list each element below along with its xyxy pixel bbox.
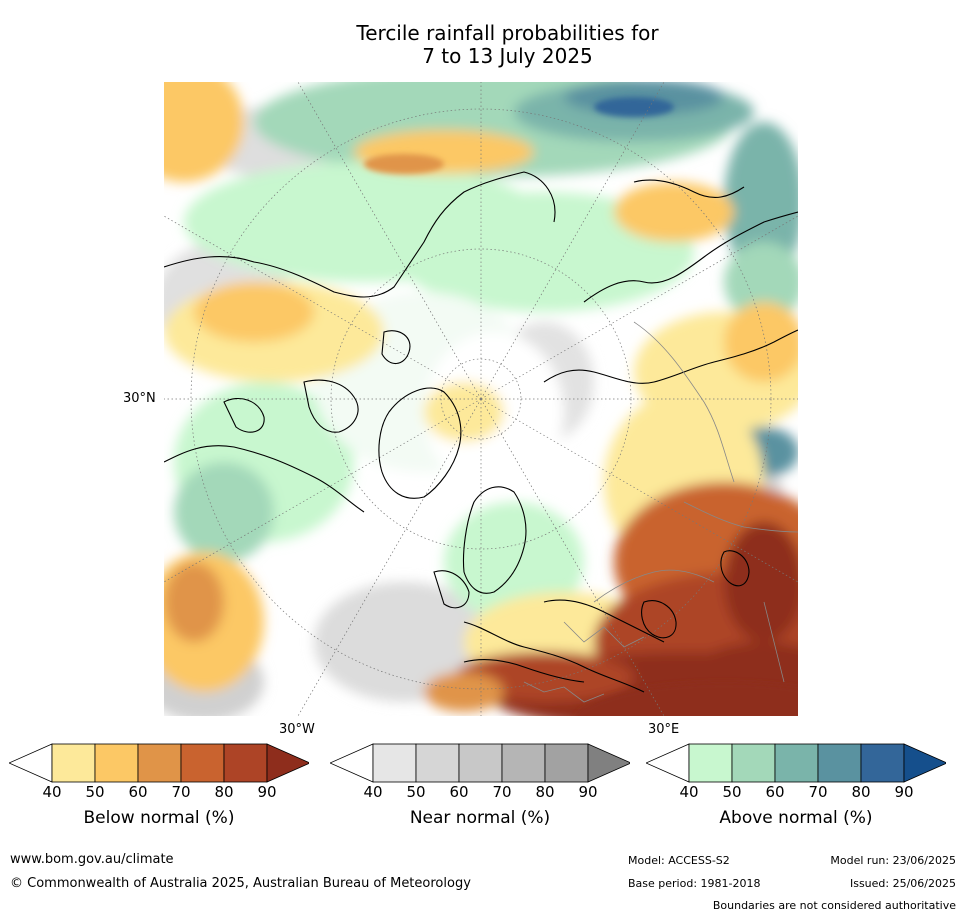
colorbar-tick-label: 40 <box>42 783 62 801</box>
colorbar-max-triangle <box>903 743 946 783</box>
colorbar-tick-label: 60 <box>128 783 148 801</box>
footer-disclaimer: Boundaries are not considered authoritat… <box>712 899 956 912</box>
colorbar-segment <box>501 743 546 783</box>
colorbar-below-ticks: 40 50 60 70 80 90 <box>9 783 309 803</box>
colorbar-tick-label: 50 <box>85 783 105 801</box>
colorbar-segment <box>372 743 417 783</box>
colorbar-min-triangle <box>646 743 690 783</box>
coastlines <box>164 171 798 693</box>
colorbar-segment <box>415 743 460 783</box>
colorbar-max-triangle <box>587 743 630 783</box>
colorbar-segment <box>731 743 776 783</box>
colorbar-segment <box>137 743 182 783</box>
colorbar-above-ticks: 40 50 60 70 80 90 <box>646 783 946 803</box>
colorbar-above-label: Above normal (%) <box>719 808 873 828</box>
colorbar-segment <box>544 743 589 783</box>
colorbar-tick-label: 90 <box>894 783 914 801</box>
colorbar-max-triangle <box>266 743 309 783</box>
colorbar-tick-label: 40 <box>679 783 699 801</box>
footer-model-run: Model run: 23/06/2025 <box>830 854 956 867</box>
colorbar-segment <box>774 743 819 783</box>
colorbar-segment <box>94 743 139 783</box>
colorbar-near-ticks: 40 50 60 70 80 90 <box>330 783 630 803</box>
chart-title: Tercile rainfall probabilities for 7 to … <box>0 22 965 68</box>
colorbar-tick-label: 70 <box>808 783 828 801</box>
colorbar-below-normal <box>9 743 309 783</box>
country-boundaries <box>523 321 798 703</box>
colorbar-segment <box>180 743 225 783</box>
colorbar-segment <box>51 743 96 783</box>
colorbar-segment <box>817 743 862 783</box>
colorbar-min-triangle <box>9 743 53 783</box>
title-line-2: 7 to 13 July 2025 <box>422 44 593 68</box>
colorbar-tick-label: 80 <box>535 783 555 801</box>
graticule <box>164 82 798 716</box>
colorbar-tick-label: 90 <box>578 783 598 801</box>
colorbar-tick-label: 70 <box>171 783 191 801</box>
colorbar-tick-label: 80 <box>851 783 871 801</box>
footer-copyright: © Commonwealth of Australia 2025, Austra… <box>10 876 471 891</box>
colorbar-tick-label: 60 <box>765 783 785 801</box>
lat-label-30n: 30°N <box>123 391 156 406</box>
colorbar-below-label: Below normal (%) <box>83 808 235 828</box>
colorbar-tick-label: 90 <box>257 783 277 801</box>
rainfall-probability-map <box>164 82 798 716</box>
colorbar-tick-label: 80 <box>214 783 234 801</box>
footer-base-period: Base period: 1981-2018 <box>628 877 761 890</box>
colorbar-tick-label: 70 <box>492 783 512 801</box>
colorbar-segment <box>223 743 268 783</box>
colorbar-near-normal <box>330 743 630 783</box>
colorbar-tick-label: 50 <box>722 783 742 801</box>
lon-label-30w: 30°W <box>279 722 315 737</box>
footer-model: Model: ACCESS-S2 <box>628 854 730 867</box>
colorbar-tick-label: 50 <box>406 783 426 801</box>
footer-website: www.bom.gov.au/climate <box>10 852 174 867</box>
colorbar-segment <box>860 743 905 783</box>
colorbar-segment <box>688 743 733 783</box>
lon-label-30e: 30°E <box>648 722 680 737</box>
colorbar-near-label: Near normal (%) <box>409 808 551 828</box>
footer-issued: Issued: 25/06/2025 <box>849 877 956 890</box>
colorbar-tick-label: 60 <box>449 783 469 801</box>
colorbar-above-normal <box>646 743 946 783</box>
colorbar-tick-label: 40 <box>363 783 383 801</box>
colorbar-min-triangle <box>330 743 374 783</box>
colorbar-segment <box>458 743 503 783</box>
title-line-1: Tercile rainfall probabilities for <box>356 21 659 45</box>
